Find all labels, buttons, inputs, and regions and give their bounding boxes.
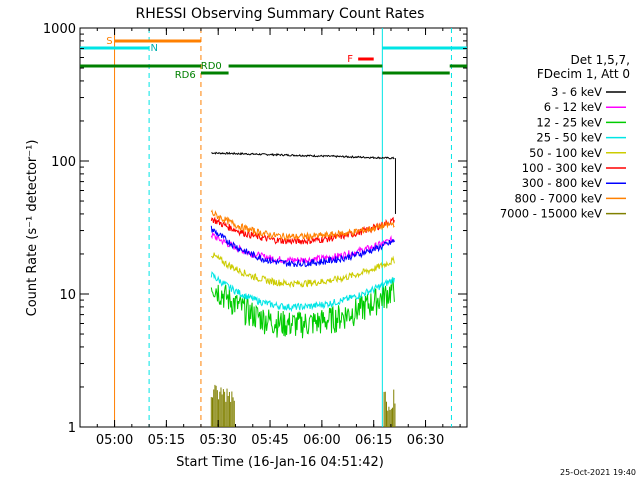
series-line bbox=[210, 276, 395, 339]
legend-entry-label: 300 - 800 keV bbox=[522, 176, 602, 190]
y-tick-label: 100 bbox=[51, 155, 76, 170]
x-tick-label: 06:15 bbox=[355, 433, 392, 448]
y-tick-label: 1000 bbox=[43, 22, 76, 37]
x-axis-label: Start Time (16-Jan-16 04:51:42) bbox=[176, 455, 384, 470]
legend-entry-label: 800 - 7000 keV bbox=[514, 191, 602, 205]
y-tick-label: 1 bbox=[68, 421, 76, 436]
flag-label-rd6: RD6 bbox=[175, 70, 196, 81]
legend-entry-label: 3 - 6 keV bbox=[551, 85, 602, 99]
mode-boundary-lines bbox=[114, 28, 452, 427]
legend-title: Det 1,5,7, bbox=[571, 53, 631, 67]
flag-label-f: F bbox=[347, 54, 353, 65]
chart-title: RHESSI Observing Summary Count Rates bbox=[136, 6, 425, 22]
plot-frame bbox=[79, 27, 468, 428]
flag-bars: S N F RD0 RD6 bbox=[80, 36, 467, 81]
series-line bbox=[211, 151, 395, 160]
legend-entry-label: 25 - 50 keV bbox=[536, 131, 602, 145]
legend-entry-label: 7000 - 15000 keV bbox=[500, 207, 602, 221]
footer-date: 25-Oct-2021 19:40 bbox=[560, 468, 636, 477]
x-tick-label: 05:00 bbox=[96, 433, 133, 448]
series-line bbox=[211, 252, 395, 289]
series-line bbox=[210, 209, 395, 242]
series-line bbox=[210, 271, 395, 313]
x-tick-label: 05:45 bbox=[251, 433, 288, 448]
y-axis-label: Count Rate (s⁻¹ detector⁻¹) bbox=[25, 140, 40, 317]
series-lines bbox=[210, 151, 396, 427]
x-tick-label: 06:30 bbox=[407, 433, 444, 448]
x-tick-label: 05:30 bbox=[199, 433, 236, 448]
legend-entry-label: 12 - 25 keV bbox=[536, 115, 602, 129]
legend-entry-label: 6 - 12 keV bbox=[544, 100, 602, 114]
x-axis-ticks: 05:00 05:15 05:30 05:45 06:00 06:15 06:30 bbox=[96, 28, 461, 448]
legend-entry-label: 50 - 100 keV bbox=[529, 146, 602, 160]
x-tick-label: 06:00 bbox=[303, 433, 340, 448]
flag-label-s: S bbox=[106, 36, 112, 47]
series-line bbox=[210, 225, 395, 268]
y-axis-ticks: 1 10 100 1000 bbox=[43, 22, 467, 436]
legend-entry-label: 100 - 300 keV bbox=[522, 161, 602, 175]
legend-title: FDecim 1, Att 0 bbox=[537, 67, 630, 81]
flag-label-n: N bbox=[151, 43, 158, 54]
y-tick-label: 10 bbox=[59, 288, 76, 303]
series-line bbox=[210, 216, 395, 245]
x-tick-label: 05:15 bbox=[148, 433, 185, 448]
flag-label-rd0: RD0 bbox=[201, 61, 222, 72]
